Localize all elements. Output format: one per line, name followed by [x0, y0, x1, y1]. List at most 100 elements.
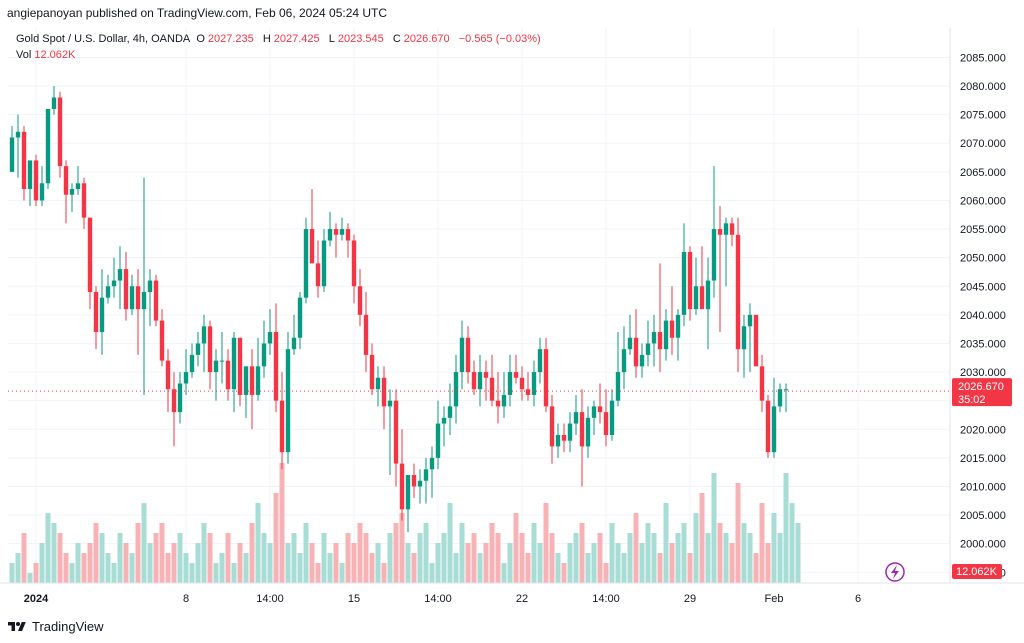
volume-bar	[585, 553, 591, 583]
candle-body	[369, 354, 375, 390]
volume-bar	[597, 533, 603, 583]
volume-bar	[189, 563, 195, 583]
candle-body	[477, 372, 483, 390]
candle-body	[123, 269, 129, 310]
candle-body	[573, 412, 579, 424]
volume-bar	[339, 563, 345, 583]
candle-body	[471, 372, 477, 390]
volume-bar	[699, 493, 705, 583]
y-tick-label: 2065.000	[960, 167, 1006, 179]
y-tick-label: 2035.000	[960, 338, 1006, 350]
candle-body	[531, 372, 537, 395]
x-tick-label: 8	[183, 593, 189, 605]
volume-bar	[507, 543, 513, 583]
volume-bar	[795, 523, 801, 583]
candle-body	[213, 360, 219, 373]
volume-bar	[171, 543, 177, 583]
volume-bar	[519, 533, 525, 583]
volume-bar	[363, 533, 369, 583]
candle-body	[453, 372, 459, 407]
candle-body	[99, 297, 105, 333]
price-chart[interactable]: 2085.000 2080.000 2075.000 2070.000 2065.000…	[0, 28, 1024, 608]
candle-body	[159, 320, 165, 361]
candle-body	[717, 229, 723, 235]
chart-area[interactable]: 2085.000 2080.000 2075.000 2070.000 2065.000…	[0, 28, 1024, 608]
footer-brand[interactable]: TradingView	[6, 619, 104, 634]
volume-bar	[723, 533, 729, 583]
candle-body	[177, 383, 183, 413]
volume-bar	[87, 543, 93, 583]
candle-body	[675, 314, 681, 338]
y-tick-label: 2070.000	[960, 138, 1006, 150]
candle-body	[729, 223, 735, 235]
candle-body	[465, 337, 471, 373]
volume-bar	[141, 503, 147, 583]
candle-body	[459, 337, 465, 373]
candle-body	[429, 457, 435, 470]
volume-bar	[603, 563, 609, 583]
volume-bar	[501, 563, 507, 583]
candle-body	[699, 286, 705, 310]
volume-bar	[717, 523, 723, 583]
x-tick-label: 2024	[24, 593, 49, 605]
volume-bar	[411, 553, 417, 583]
y-tick-label: 2040.000	[960, 310, 1006, 322]
volume-bar	[537, 543, 543, 583]
candle-body	[633, 337, 639, 367]
candle-body	[567, 423, 573, 441]
candle-body	[723, 223, 729, 235]
candle-body	[147, 280, 153, 292]
candle-body	[387, 400, 393, 407]
volume-bar	[291, 533, 297, 583]
candle-body	[399, 463, 405, 510]
volume-legend: Vol 12.062K	[16, 49, 75, 61]
candle-body	[309, 229, 315, 264]
volume-bar	[399, 513, 405, 583]
volume-bar	[369, 553, 375, 583]
candle-body	[501, 394, 507, 407]
volume-bar	[735, 483, 741, 583]
volume-bar	[555, 553, 561, 583]
volume-bar	[579, 523, 585, 583]
candle-body	[195, 343, 201, 355]
lightning-icon[interactable]	[885, 562, 905, 582]
volume-bar	[267, 543, 273, 583]
volume-bar	[489, 523, 495, 583]
volume-bar	[417, 533, 423, 583]
candle-body	[63, 166, 69, 195]
high-label: H	[262, 33, 271, 45]
volume-bar	[375, 543, 381, 583]
candle-body	[423, 469, 429, 481]
close-label: C	[392, 33, 401, 45]
candle-body	[27, 160, 33, 190]
volume-bar	[195, 543, 201, 583]
candle-body	[75, 183, 81, 190]
volume-bar	[177, 533, 183, 583]
volume-bar	[561, 563, 567, 583]
candle-body	[57, 97, 63, 167]
candle-body	[393, 400, 399, 464]
candle-body	[669, 320, 675, 338]
volume-bar	[357, 523, 363, 583]
high-value: 2027.425	[273, 33, 320, 45]
volume-bar	[789, 503, 795, 583]
x-tick-label: 22	[516, 593, 528, 605]
open-value: 2027.235	[207, 33, 254, 45]
volume-bar	[693, 513, 699, 583]
candle-body	[741, 326, 747, 350]
volume-bar	[27, 573, 33, 583]
volume-bar	[159, 523, 165, 583]
symbol-label[interactable]: Gold Spot / U.S. Dollar, 4h, OANDA	[16, 33, 191, 45]
x-tick-label: 14:00	[256, 593, 284, 605]
price-tag-countdown: 35:02	[958, 394, 986, 406]
volume-bar	[651, 533, 657, 583]
candle-body	[297, 297, 303, 338]
volume-bar	[771, 513, 777, 583]
candle-body	[207, 326, 213, 373]
volume-bar	[609, 523, 615, 583]
volume-bar	[525, 553, 531, 583]
volume-bar	[483, 543, 489, 583]
candle-body	[771, 406, 777, 453]
volume-bar	[69, 563, 75, 583]
volume-bar	[783, 473, 789, 583]
